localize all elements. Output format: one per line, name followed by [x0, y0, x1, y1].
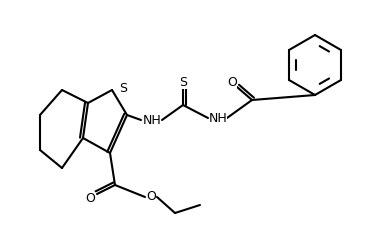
Text: NH: NH	[209, 112, 227, 124]
Text: O: O	[227, 76, 237, 89]
Text: O: O	[85, 191, 95, 204]
Text: S: S	[179, 76, 187, 89]
Text: NH: NH	[142, 113, 162, 127]
Text: S: S	[119, 82, 127, 94]
Text: O: O	[146, 190, 156, 204]
